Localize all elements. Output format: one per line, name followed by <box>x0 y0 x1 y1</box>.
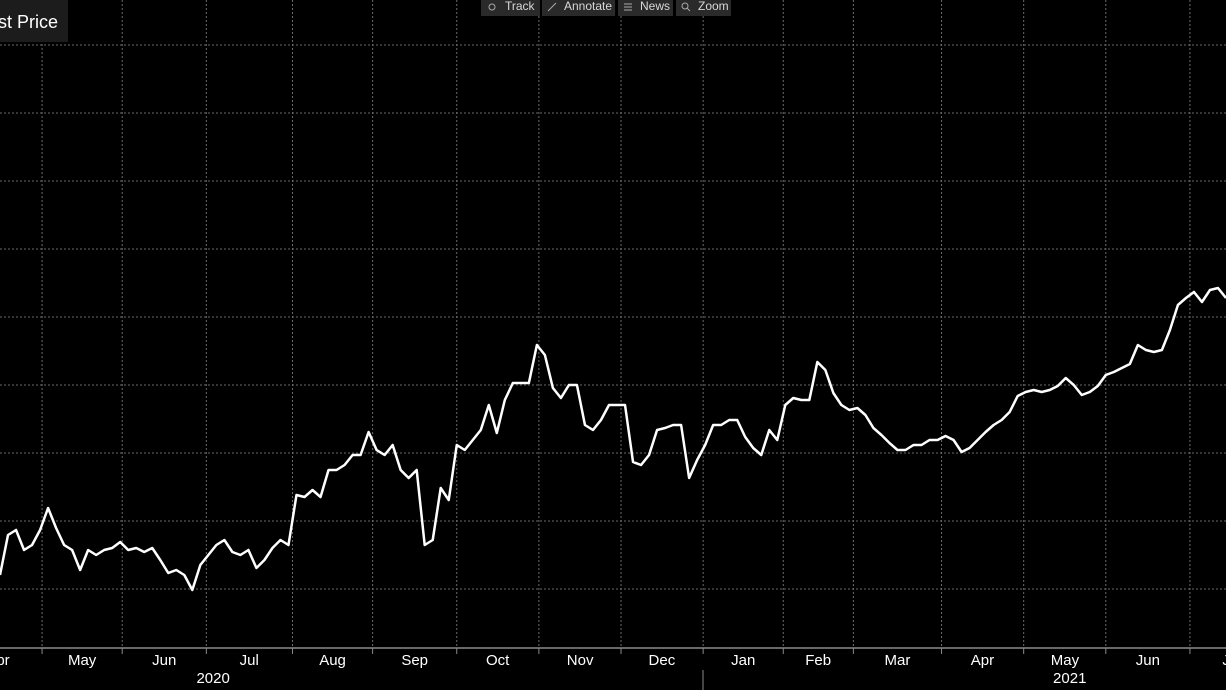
x-tick-label: Sep <box>401 652 428 669</box>
x-tick-label: Jul <box>1222 652 1226 669</box>
zoom-button[interactable]: Zoom <box>676 0 731 16</box>
legend: Last Price <box>0 0 68 42</box>
x-tick-label: Feb <box>805 652 831 669</box>
x-tick-label: Aug <box>319 652 346 669</box>
x-tick-label: May <box>68 652 97 669</box>
x-tick-label: Mar <box>885 652 911 669</box>
legend-label: Last Price <box>0 12 58 32</box>
button-label[interactable]: News <box>640 0 670 13</box>
x-tick-label: Dec <box>649 652 676 669</box>
grid <box>0 0 1226 648</box>
x-tick-label: Oct <box>486 652 510 669</box>
legend-box <box>0 0 68 42</box>
annotate-button[interactable]: Annotate <box>542 0 615 16</box>
x-tick-label: Nov <box>567 652 594 669</box>
button-label[interactable]: Track <box>505 0 536 13</box>
price-line <box>0 286 1226 592</box>
x-tick-label: May <box>1051 652 1080 669</box>
x-axis: Apr May Jun Jul Aug Sep Oct Nov Dec Jan Feb Mar Apr M… <box>0 648 1226 687</box>
plot <box>0 286 1226 592</box>
track-button[interactable]: Track <box>481 0 540 16</box>
x-tick-label: Jun <box>1136 652 1160 669</box>
year-label: 2020 <box>196 670 229 687</box>
button-label[interactable]: Zoom <box>698 0 729 13</box>
news-button[interactable]: News <box>618 0 673 16</box>
year-label: 2021 <box>1053 670 1086 687</box>
toolbar: Track Annotate News Zoom <box>481 0 731 16</box>
x-tick-label: Jul <box>240 652 259 669</box>
x-tick-label: Jun <box>152 652 176 669</box>
x-tick-label: Apr <box>0 652 10 669</box>
x-tick-label: Apr <box>971 652 994 669</box>
x-tick-label: Jan <box>731 652 755 669</box>
button-label[interactable]: Annotate <box>564 0 612 13</box>
